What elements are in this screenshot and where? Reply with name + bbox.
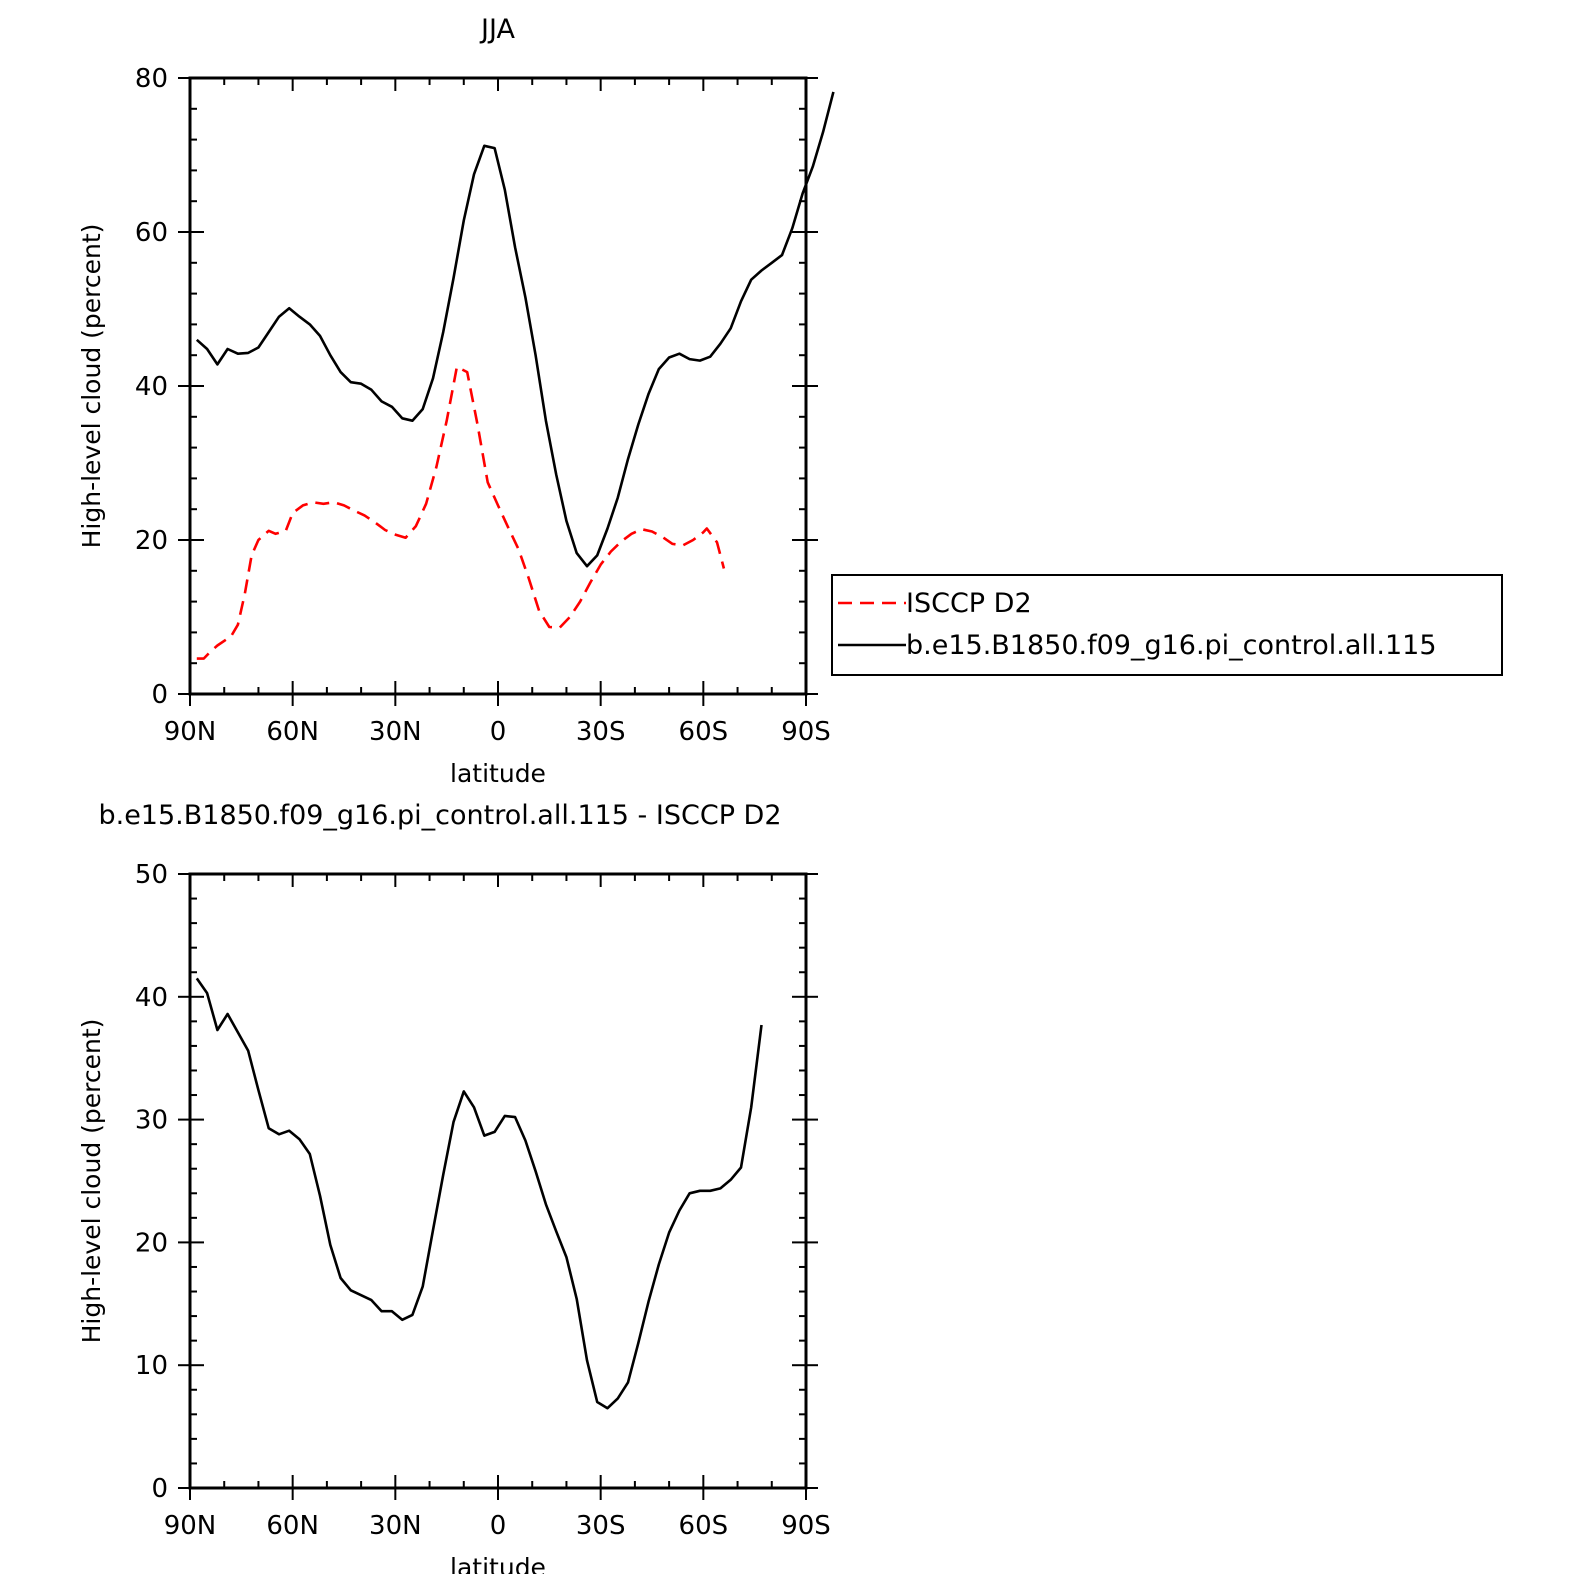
bottom-panel-difference: b.e15.B1850.f09_g16.pi_control.all.115 -… <box>77 800 831 1574</box>
y-tick-label: 40 <box>135 372 168 402</box>
legend-label-0: ISCCP D2 <box>906 588 1032 619</box>
series-line-0 <box>196 365 726 660</box>
legend-label-1: b.e15.B1850.f09_g16.pi_control.all.115 <box>906 630 1437 661</box>
x-tick-label: 30N <box>369 1511 422 1541</box>
x-tick-label: 30S <box>576 717 626 747</box>
series-line-0 <box>195 977 763 1410</box>
x-tick-label: 90N <box>164 1511 217 1541</box>
y-tick-label: 0 <box>151 1474 168 1504</box>
chart-title: b.e15.B1850.f09_g16.pi_control.all.115 -… <box>98 800 781 831</box>
legend-box <box>831 574 1503 676</box>
top-panel-jja: JJA 90N 60N 30N 0 30S 60S 90S 0 20 40 60 80 latitude H… <box>77 14 1503 788</box>
x-tick-label: 30N <box>369 717 422 747</box>
y-tick-label: 20 <box>135 526 168 556</box>
y-tick-label: 10 <box>135 1351 168 1381</box>
y-tick-label: 60 <box>135 218 168 248</box>
x-tick-label: 0 <box>490 717 507 747</box>
chart-title: JJA <box>479 14 515 45</box>
y-tick-label: 20 <box>135 1228 168 1258</box>
x-axis-label: latitude <box>450 1553 546 1574</box>
y-tick-label: 0 <box>151 680 168 710</box>
x-tick-label: 90S <box>781 1511 831 1541</box>
y-axis-label: High-level cloud (percent) <box>77 224 106 549</box>
x-axis-label: latitude <box>450 759 546 788</box>
plot-frame <box>188 872 808 1490</box>
x-tick-label: 30S <box>576 1511 626 1541</box>
x-tick-label: 60S <box>679 717 729 747</box>
x-tick-label: 60S <box>679 1511 729 1541</box>
x-tick-label: 60N <box>266 717 319 747</box>
legend: ISCCP D2 b.e15.B1850.f09_g16.pi_control.a… <box>831 574 1503 676</box>
y-tick-label: 40 <box>135 983 168 1013</box>
x-tick-label: 60N <box>266 1511 319 1541</box>
y-tick-label: 80 <box>135 64 168 94</box>
y-tick-label: 50 <box>135 860 168 890</box>
x-tick-label: 90S <box>781 717 831 747</box>
y-axis-label: High-level cloud (percent) <box>77 1019 106 1344</box>
y-tick-label: 30 <box>135 1106 168 1136</box>
x-tick-label: 0 <box>490 1511 507 1541</box>
plot-frame <box>188 76 808 696</box>
series-line-1 <box>195 91 835 568</box>
x-tick-label: 90N <box>164 717 217 747</box>
